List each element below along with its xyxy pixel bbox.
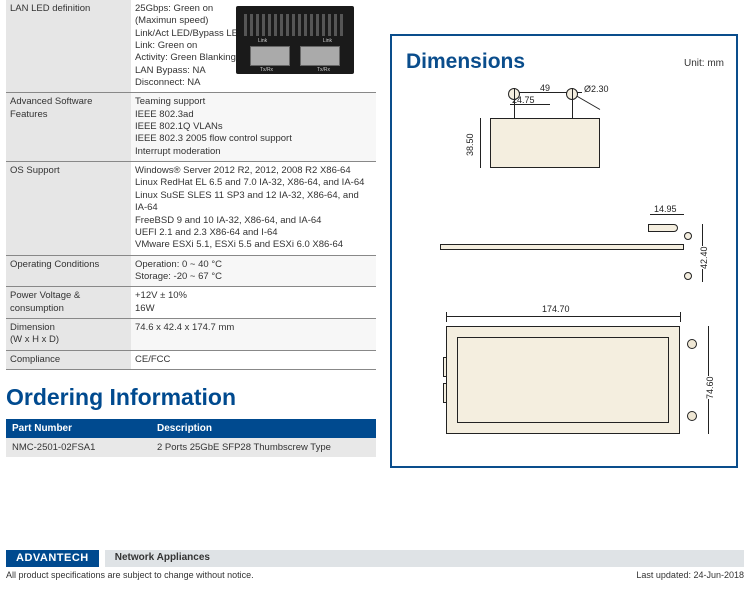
front-view-drawing	[446, 326, 680, 434]
side-view-connector	[648, 224, 678, 232]
top-view-drawing	[490, 118, 600, 168]
spec-value: Windows® Server 2012 R2, 2012, 2008 R2 X…	[131, 162, 376, 255]
footer-note: All product specifications are subject t…	[6, 570, 744, 580]
ordering-table: Part Number Description NMC-2501-02FSA1 …	[6, 419, 376, 457]
dimensions-panel: Dimensions Unit: mm 49 24.75 Ø2.30 38.50…	[390, 34, 738, 468]
dim-top-height: 38.50	[465, 133, 475, 156]
footer-disclaimer: All product specifications are subject t…	[6, 570, 254, 580]
spec-label: Power Voltage & consumption	[6, 287, 131, 319]
order-cell-pn: NMC-2501-02FSA1	[6, 438, 151, 457]
footer-brand: ADVANTECH	[6, 550, 99, 567]
dim-side-height: 42.40	[699, 246, 709, 269]
spec-value: Teaming supportIEEE 802.3adIEEE 802.1Q V…	[131, 93, 376, 162]
order-header-desc: Description	[151, 419, 376, 438]
dim-front-width: 174.70	[542, 304, 570, 314]
spec-label: Advanced Software Features	[6, 93, 131, 162]
footer-band: ADVANTECH Network Appliances	[6, 550, 744, 567]
dimensions-title: Dimensions	[406, 50, 525, 74]
spec-label: Compliance	[6, 350, 131, 369]
dim-hole-dia: Ø2.30	[584, 84, 609, 94]
dimensions-unit: Unit: mm	[684, 58, 724, 69]
dim-side-conn: 14.95	[654, 204, 677, 214]
side-view-base	[440, 244, 684, 250]
side-knob-1	[684, 232, 692, 240]
order-header-pn: Part Number	[6, 419, 151, 438]
spec-value: +12V ± 10%16W	[131, 287, 376, 319]
spec-value: Operation: 0 ~ 40 °CStorage: -20 ~ 67 °C	[131, 255, 376, 287]
ordering-heading: Ordering Information	[6, 384, 376, 411]
front-knob-2	[687, 411, 697, 421]
side-knob-2	[684, 272, 692, 280]
spec-label: Dimension(W x H x D)	[6, 318, 131, 350]
footer-category: Network Appliances	[105, 550, 744, 567]
spec-label: OS Support	[6, 162, 131, 255]
spec-label: LAN LED definition	[6, 0, 131, 93]
footer-updated: Last updated: 24-Jun-2018	[636, 570, 744, 580]
spec-column: Link Link Tx/Rx Tx/Rx LAN LED definition…	[6, 0, 376, 457]
dim-front-height: 74.60	[705, 376, 715, 399]
spec-value: 74.6 x 42.4 x 174.7 mm	[131, 318, 376, 350]
order-cell-desc: 2 Ports 25GbE SFP28 Thumbscrew Type	[151, 438, 376, 457]
spec-label: Operating Conditions	[6, 255, 131, 287]
spec-value: CE/FCC	[131, 350, 376, 369]
product-photo: Link Link Tx/Rx Tx/Rx	[236, 6, 354, 74]
front-knob-1	[687, 339, 697, 349]
